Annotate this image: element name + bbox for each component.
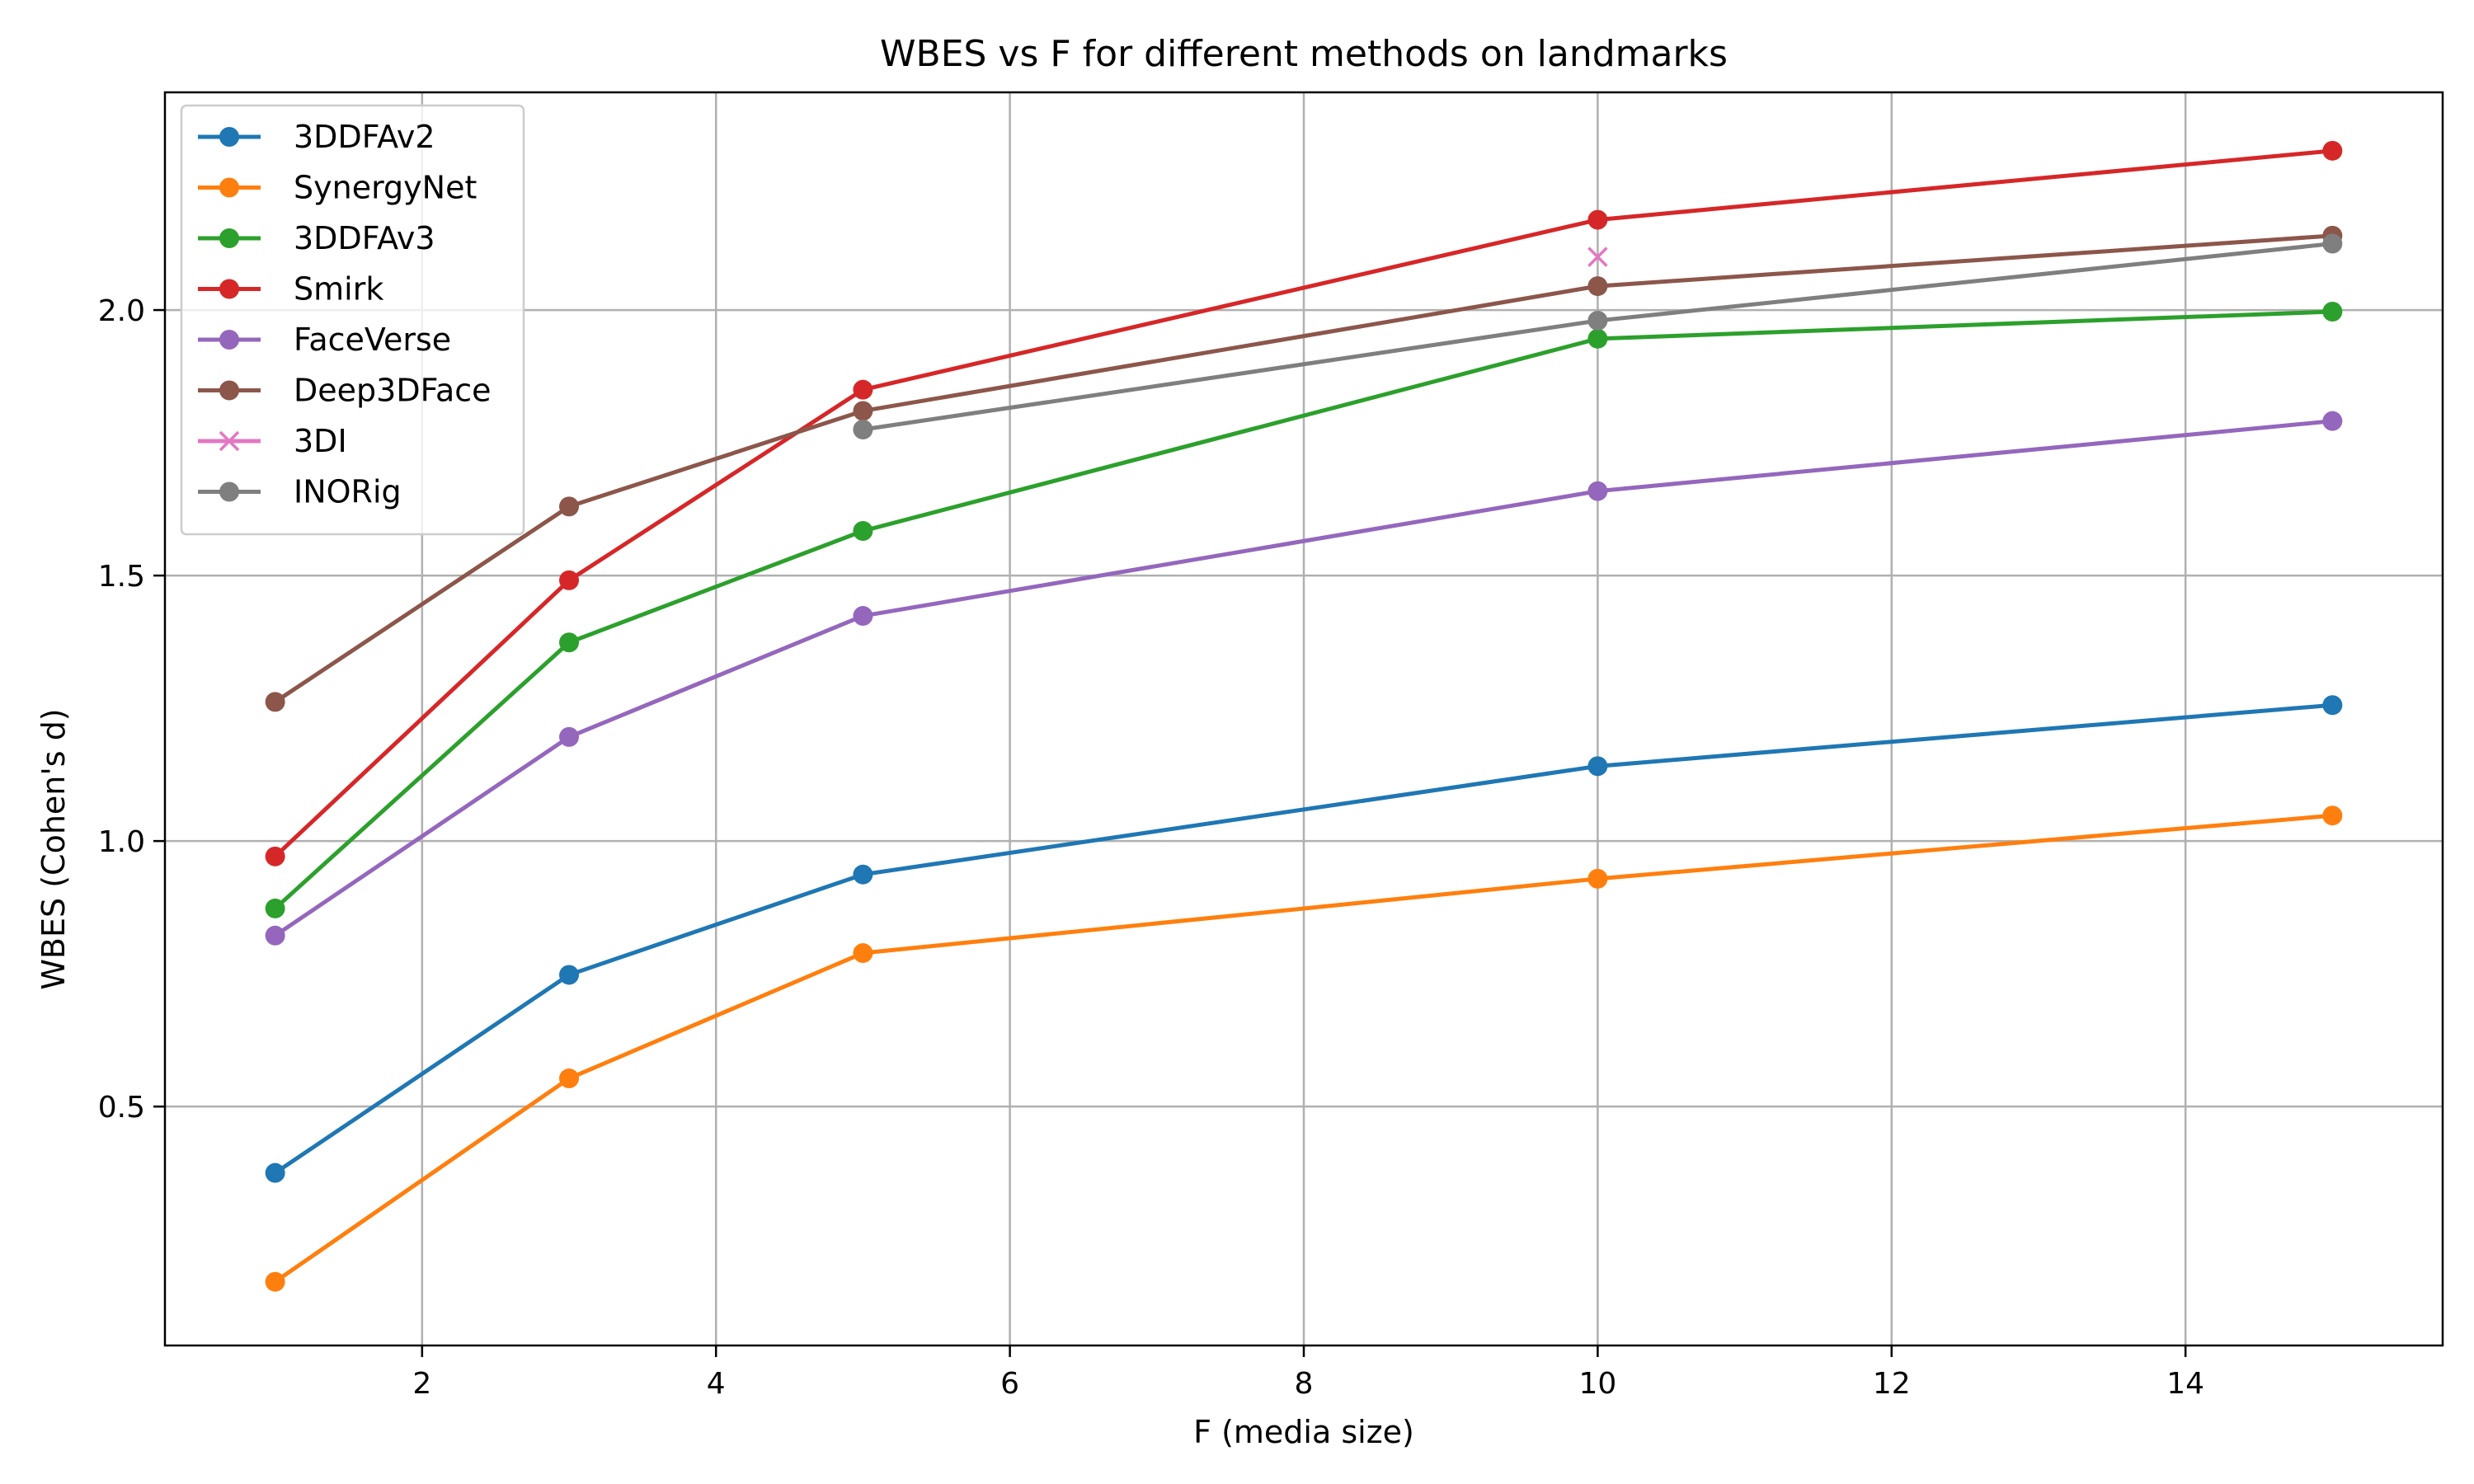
data-point-3ddfav2: [853, 864, 873, 885]
legend-label: Deep3DFace: [294, 373, 492, 409]
data-point-3ddfav3: [1587, 328, 1608, 349]
legend-swatch-marker: [219, 177, 239, 198]
y-tick-label: 2.0: [98, 294, 145, 328]
data-point-deep3dface: [853, 401, 873, 421]
series-synergynet: [265, 805, 2343, 1292]
data-point-3ddfav3: [559, 632, 580, 653]
legend-label: 3DDFAv3: [294, 220, 435, 256]
legend-item-3ddfav2: 3DDFAv2: [198, 119, 435, 155]
data-point-faceverse: [1587, 481, 1608, 501]
data-point-faceverse: [2322, 411, 2343, 431]
legend-swatch-marker: [219, 481, 239, 502]
data-point-smirk: [1587, 209, 1608, 230]
x-tick-label: 4: [707, 1367, 726, 1401]
data-point-3ddfav2: [265, 1162, 285, 1183]
data-point-3ddfav3: [2322, 302, 2343, 322]
data-point-3ddfav3: [265, 898, 285, 918]
data-point-inorig: [2322, 233, 2343, 254]
data-point-3ddfav2: [1587, 756, 1608, 777]
legend-swatch-marker: [219, 279, 239, 299]
series-faceverse: [265, 411, 2343, 946]
data-point-smirk: [265, 846, 285, 866]
x-tick-label: 12: [1873, 1367, 1911, 1401]
grid-lines: [165, 92, 2443, 1345]
data-point-synergynet: [2322, 805, 2343, 826]
legend-item-faceverse: FaceVerse: [198, 322, 451, 358]
x-axis-ticks: 2 4 6 8 10 12 14: [412, 1345, 2204, 1401]
legend-label: 3DDFAv2: [294, 119, 435, 155]
legend-item-synergynet: SynergyNet: [198, 170, 477, 206]
y-axis-ticks: 0.5 1.0 1.5 2.0: [98, 294, 165, 1125]
data-point-faceverse: [853, 606, 873, 627]
data-point-3ddfav2: [559, 965, 580, 985]
data-point-synergynet: [265, 1271, 285, 1292]
legend-item-3ddfav3: 3DDFAv3: [198, 220, 435, 256]
chart-title: WBES vs F for different methods on landm…: [880, 33, 1728, 75]
y-tick-label: 1.5: [98, 560, 145, 594]
x-tick-label: 6: [1000, 1367, 1019, 1401]
legend-swatch-marker: [219, 330, 239, 350]
x-tick-label: 8: [1295, 1367, 1314, 1401]
legend-item-3di: 3DI: [198, 423, 347, 459]
legend-label: SynergyNet: [294, 170, 477, 206]
legend-box: [180, 104, 525, 536]
data-point-synergynet: [1587, 868, 1608, 889]
data-point-3ddfav2: [2322, 695, 2343, 716]
legend: 3DDFAv2 SynergyNet 3DDFAv3 Smirk FaceVerse De…: [180, 104, 525, 536]
legend-label: 3DI: [294, 423, 347, 459]
data-point-deep3dface: [1587, 276, 1608, 297]
series-3di: [1587, 247, 1608, 267]
legend-label: INORig: [294, 474, 402, 510]
data-point-smirk: [559, 570, 580, 590]
data-point-inorig: [853, 419, 873, 439]
y-tick-label: 1.0: [98, 825, 145, 859]
data-point-synergynet: [853, 943, 873, 964]
data-point-deep3dface: [559, 496, 580, 517]
y-tick-label: 0.5: [98, 1091, 145, 1125]
data-point-deep3dface: [265, 692, 285, 712]
data-point-faceverse: [559, 726, 580, 747]
y-axis-label: WBES (Cohen's d): [35, 708, 72, 989]
legend-label: Smirk: [294, 271, 383, 308]
x-axis-label: F (media size): [1193, 1414, 1414, 1450]
x-tick-label: 14: [2166, 1367, 2204, 1401]
legend-label: FaceVerse: [294, 322, 451, 358]
series-smirk: [265, 140, 2343, 866]
legend-swatch-marker: [219, 228, 239, 248]
data-point-faceverse: [265, 925, 285, 946]
data-point-smirk: [2322, 140, 2343, 161]
legend-swatch-marker: [219, 127, 239, 147]
data-point-inorig: [1587, 310, 1608, 331]
legend-item-smirk: Smirk: [198, 271, 383, 308]
legend-item-inorig: INORig: [198, 474, 402, 510]
x-tick-label: 2: [412, 1367, 431, 1401]
data-point-3ddfav3: [853, 521, 873, 541]
series-inorig: [853, 233, 2343, 439]
data-point-synergynet: [559, 1068, 580, 1089]
series-3ddfav2: [265, 695, 2343, 1183]
series-layer: [265, 140, 2343, 1292]
data-point-smirk: [853, 379, 873, 400]
legend-swatch-marker: [219, 430, 240, 452]
legend-item-deep3dface: Deep3DFace: [198, 373, 492, 409]
x-tick-label: 10: [1578, 1367, 1616, 1401]
series-3ddfav3: [265, 302, 2343, 918]
data-point-3di: [1587, 247, 1608, 267]
legend-swatch-marker: [219, 380, 239, 401]
series-deep3dface: [265, 225, 2343, 712]
